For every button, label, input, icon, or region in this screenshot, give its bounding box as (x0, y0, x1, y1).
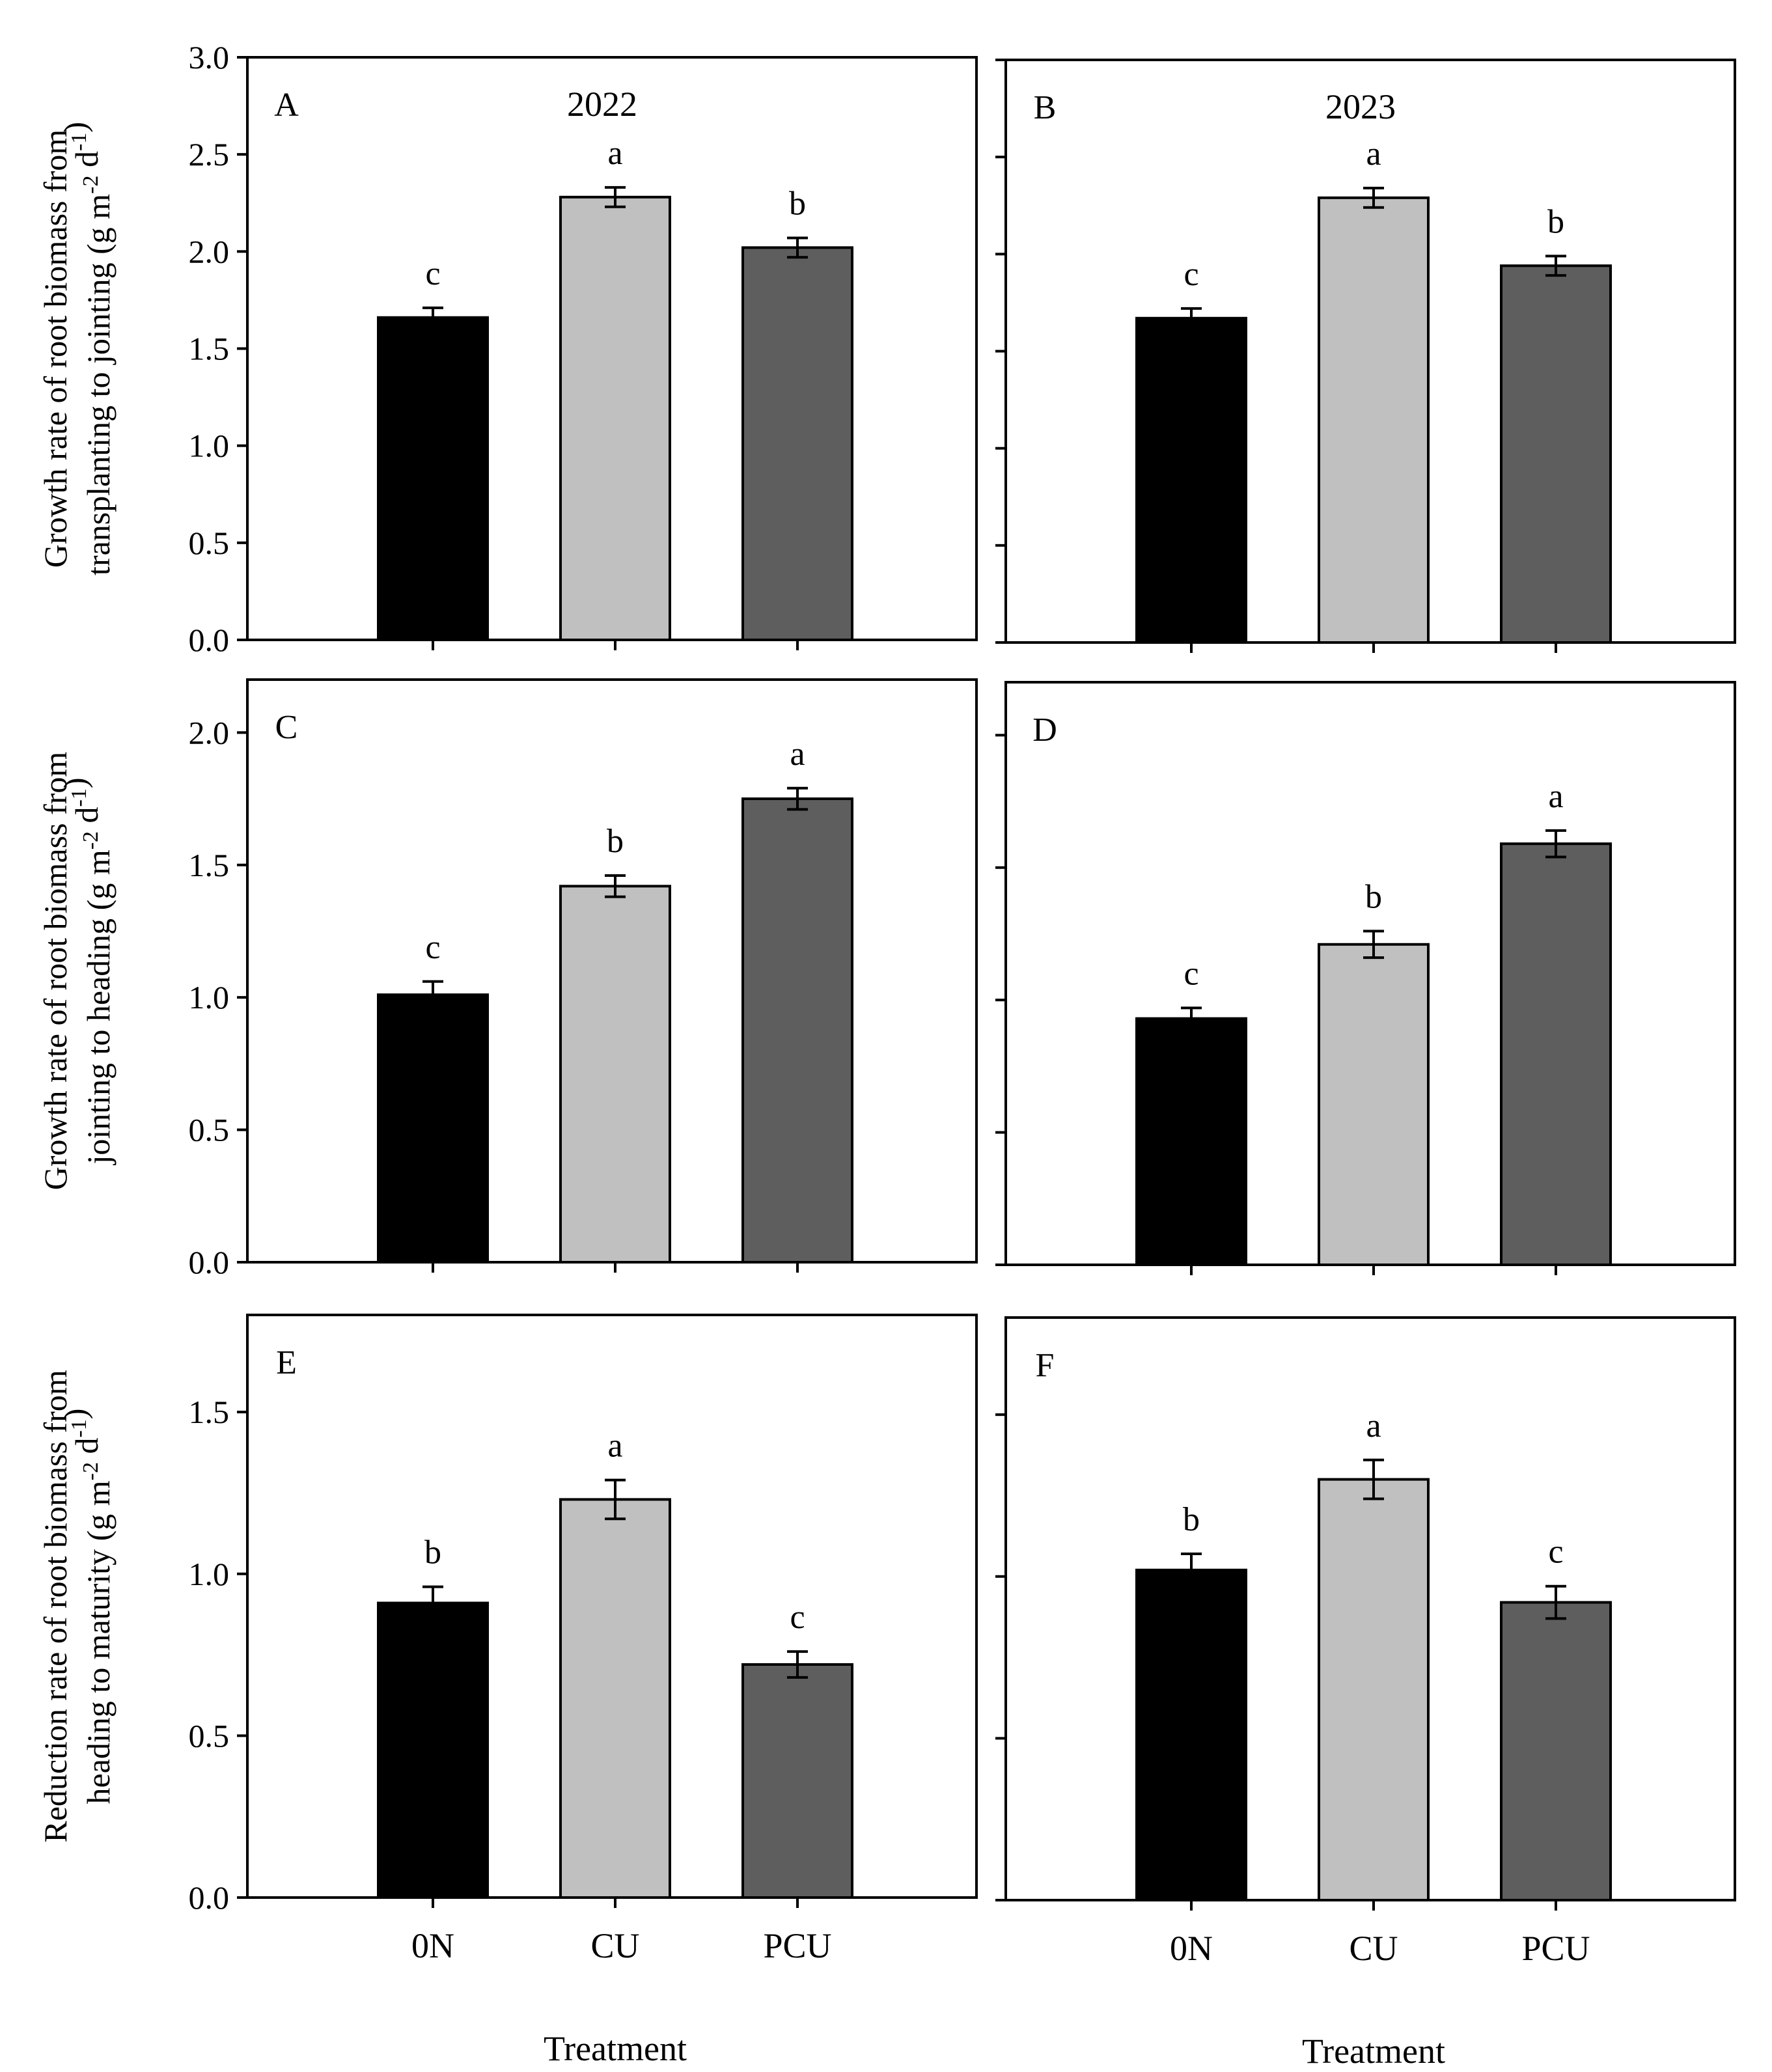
panel-a-bar-cu (559, 195, 671, 641)
panel-c-sig-0n: c (425, 929, 440, 966)
panel-f-category-pcu: PCU (1521, 1929, 1590, 1968)
panel-f-bar-pcu (1500, 1601, 1612, 1902)
panel-a-ytick-label: 0.5 (189, 525, 230, 561)
panel-e-category-cu: CU (590, 1926, 639, 1965)
panel-e-ytick-label: 0.5 (189, 1717, 230, 1754)
panel-b-sig-pcu: b (1547, 203, 1564, 240)
panel-a-bar-pcu (741, 246, 853, 642)
panel-a-ytick-label: 0.0 (189, 622, 230, 658)
panel-a-sig-0n: c (425, 255, 440, 292)
panel-e-bar-pcu (741, 1663, 853, 1899)
panel-e-bar-0n (377, 1601, 489, 1899)
panel-c-ytick-label: 0.5 (189, 1112, 230, 1148)
panel-d: c b a D (995, 681, 1736, 1275)
panel-e-ylabel-line2: heading to maturity (g m-2 d-1) (57, 1409, 117, 1804)
panel-a-sig-pcu: b (789, 185, 806, 222)
panel-b-bar-0n (1135, 316, 1247, 644)
panel-f-category-0n: 0N (1170, 1929, 1213, 1968)
panel-e-ytick-label: 1.0 (189, 1556, 230, 1592)
panel-a: 0.0 0.5 1.0 1.5 2.0 2.5 3.0 c a b A 2022 Growth rate… (37, 39, 978, 658)
panel-a-ytick-label: 3.0 (189, 39, 230, 76)
panel-e-xlabel: Treatment (544, 2029, 687, 2068)
panel-c-bar-0n (377, 993, 489, 1264)
panel-a-ytick-label: 2.0 (189, 233, 230, 269)
panel-e-sig-0n: b (424, 1534, 441, 1571)
panel-c-ytick-label: 0.0 (189, 1244, 230, 1280)
panel-e-ytick-label: 0.0 (189, 1879, 230, 1916)
panel-d-bar-pcu (1500, 842, 1612, 1266)
panel-e-category-pcu: PCU (763, 1926, 831, 1965)
panel-a-ylabel-line1: Growth rate of root biomass from (37, 130, 74, 568)
panel-f-bar-0n (1135, 1568, 1247, 1901)
panel-a-ytick-label: 1.5 (189, 331, 230, 367)
panel-e-sig-pcu: c (790, 1599, 805, 1636)
panel-b-bar-pcu (1500, 264, 1612, 644)
panel-a-ylabel-line2: transplanting to jointing (g m-2 d-1) (57, 122, 117, 575)
panel-d-sig-pcu: a (1548, 778, 1563, 815)
panel-c-ylabel-line1: Growth rate of root biomass from (37, 752, 74, 1191)
panel-a-year: 2022 (567, 85, 637, 124)
panel-c: 0.0 0.5 1.0 1.5 2.0 c b a C Growth rate of root b… (37, 678, 978, 1280)
panel-c-sig-pcu: a (790, 736, 805, 773)
panel-f: b 0N a CU c PCU F Treatment (995, 1316, 1736, 2071)
panel-d-letter: D (1032, 711, 1057, 749)
panel-a-bar-0n (377, 316, 489, 641)
panel-f-category-cu: CU (1349, 1929, 1398, 1968)
panel-c-letter: C (275, 709, 298, 746)
panel-e-ylabel-line1: Reduction rate of root biomass from (37, 1370, 74, 1842)
panel-e-sig-cu: a (607, 1428, 622, 1465)
panel-c-ytick-label: 1.0 (189, 979, 230, 1015)
panel-c-ytick-label: 1.5 (189, 847, 230, 883)
panel-a-ytick-label: 2.5 (189, 136, 230, 173)
panel-d-sig-0n: c (1184, 955, 1198, 992)
panel-b-sig-0n: c (1184, 256, 1198, 293)
panel-b-year: 2023 (1325, 87, 1396, 126)
panel-a-ytick-label: 1.0 (189, 428, 230, 464)
panel-c-ylabel-line2: jointing to heading (g m-2 d-1) (57, 777, 117, 1165)
panel-a-letter: A (274, 87, 299, 124)
panel-b-letter: B (1034, 89, 1057, 126)
panel-e-letter: E (276, 1344, 297, 1381)
panel-e: 0.0 0.5 1.0 1.5 b 0N a CU c PCU E Treatment Reductio… (37, 1314, 978, 2068)
panel-e-ytick-label: 1.5 (189, 1394, 230, 1430)
panel-f-xlabel: Treatment (1302, 2032, 1445, 2071)
panel-f-sig-pcu: c (1548, 1534, 1563, 1571)
panel-f-bar-cu (1318, 1478, 1430, 1901)
panel-f-sig-cu: a (1366, 1407, 1381, 1444)
panel-b-bar-cu (1318, 196, 1430, 644)
panel-c-bar-cu (559, 885, 671, 1264)
panel-d-bar-cu (1318, 943, 1430, 1266)
panel-b-sig-cu: a (1366, 135, 1381, 173)
panel-c-sig-cu: b (607, 823, 624, 860)
panel-e-bar-cu (559, 1498, 671, 1899)
panel-e-category-0n: 0N (411, 1926, 454, 1965)
panel-f-sig-0n: b (1183, 1501, 1200, 1538)
panel-d-bar-0n (1135, 1017, 1247, 1266)
panel-c-ytick-label: 2.0 (189, 714, 230, 751)
panel-f-letter: F (1036, 1347, 1055, 1384)
panel-a-sig-cu: a (607, 135, 622, 172)
panel-c-bar-pcu (741, 797, 853, 1264)
panel-d-sig-cu: b (1365, 878, 1382, 915)
panel-b: c a b B 2023 (995, 59, 1736, 653)
